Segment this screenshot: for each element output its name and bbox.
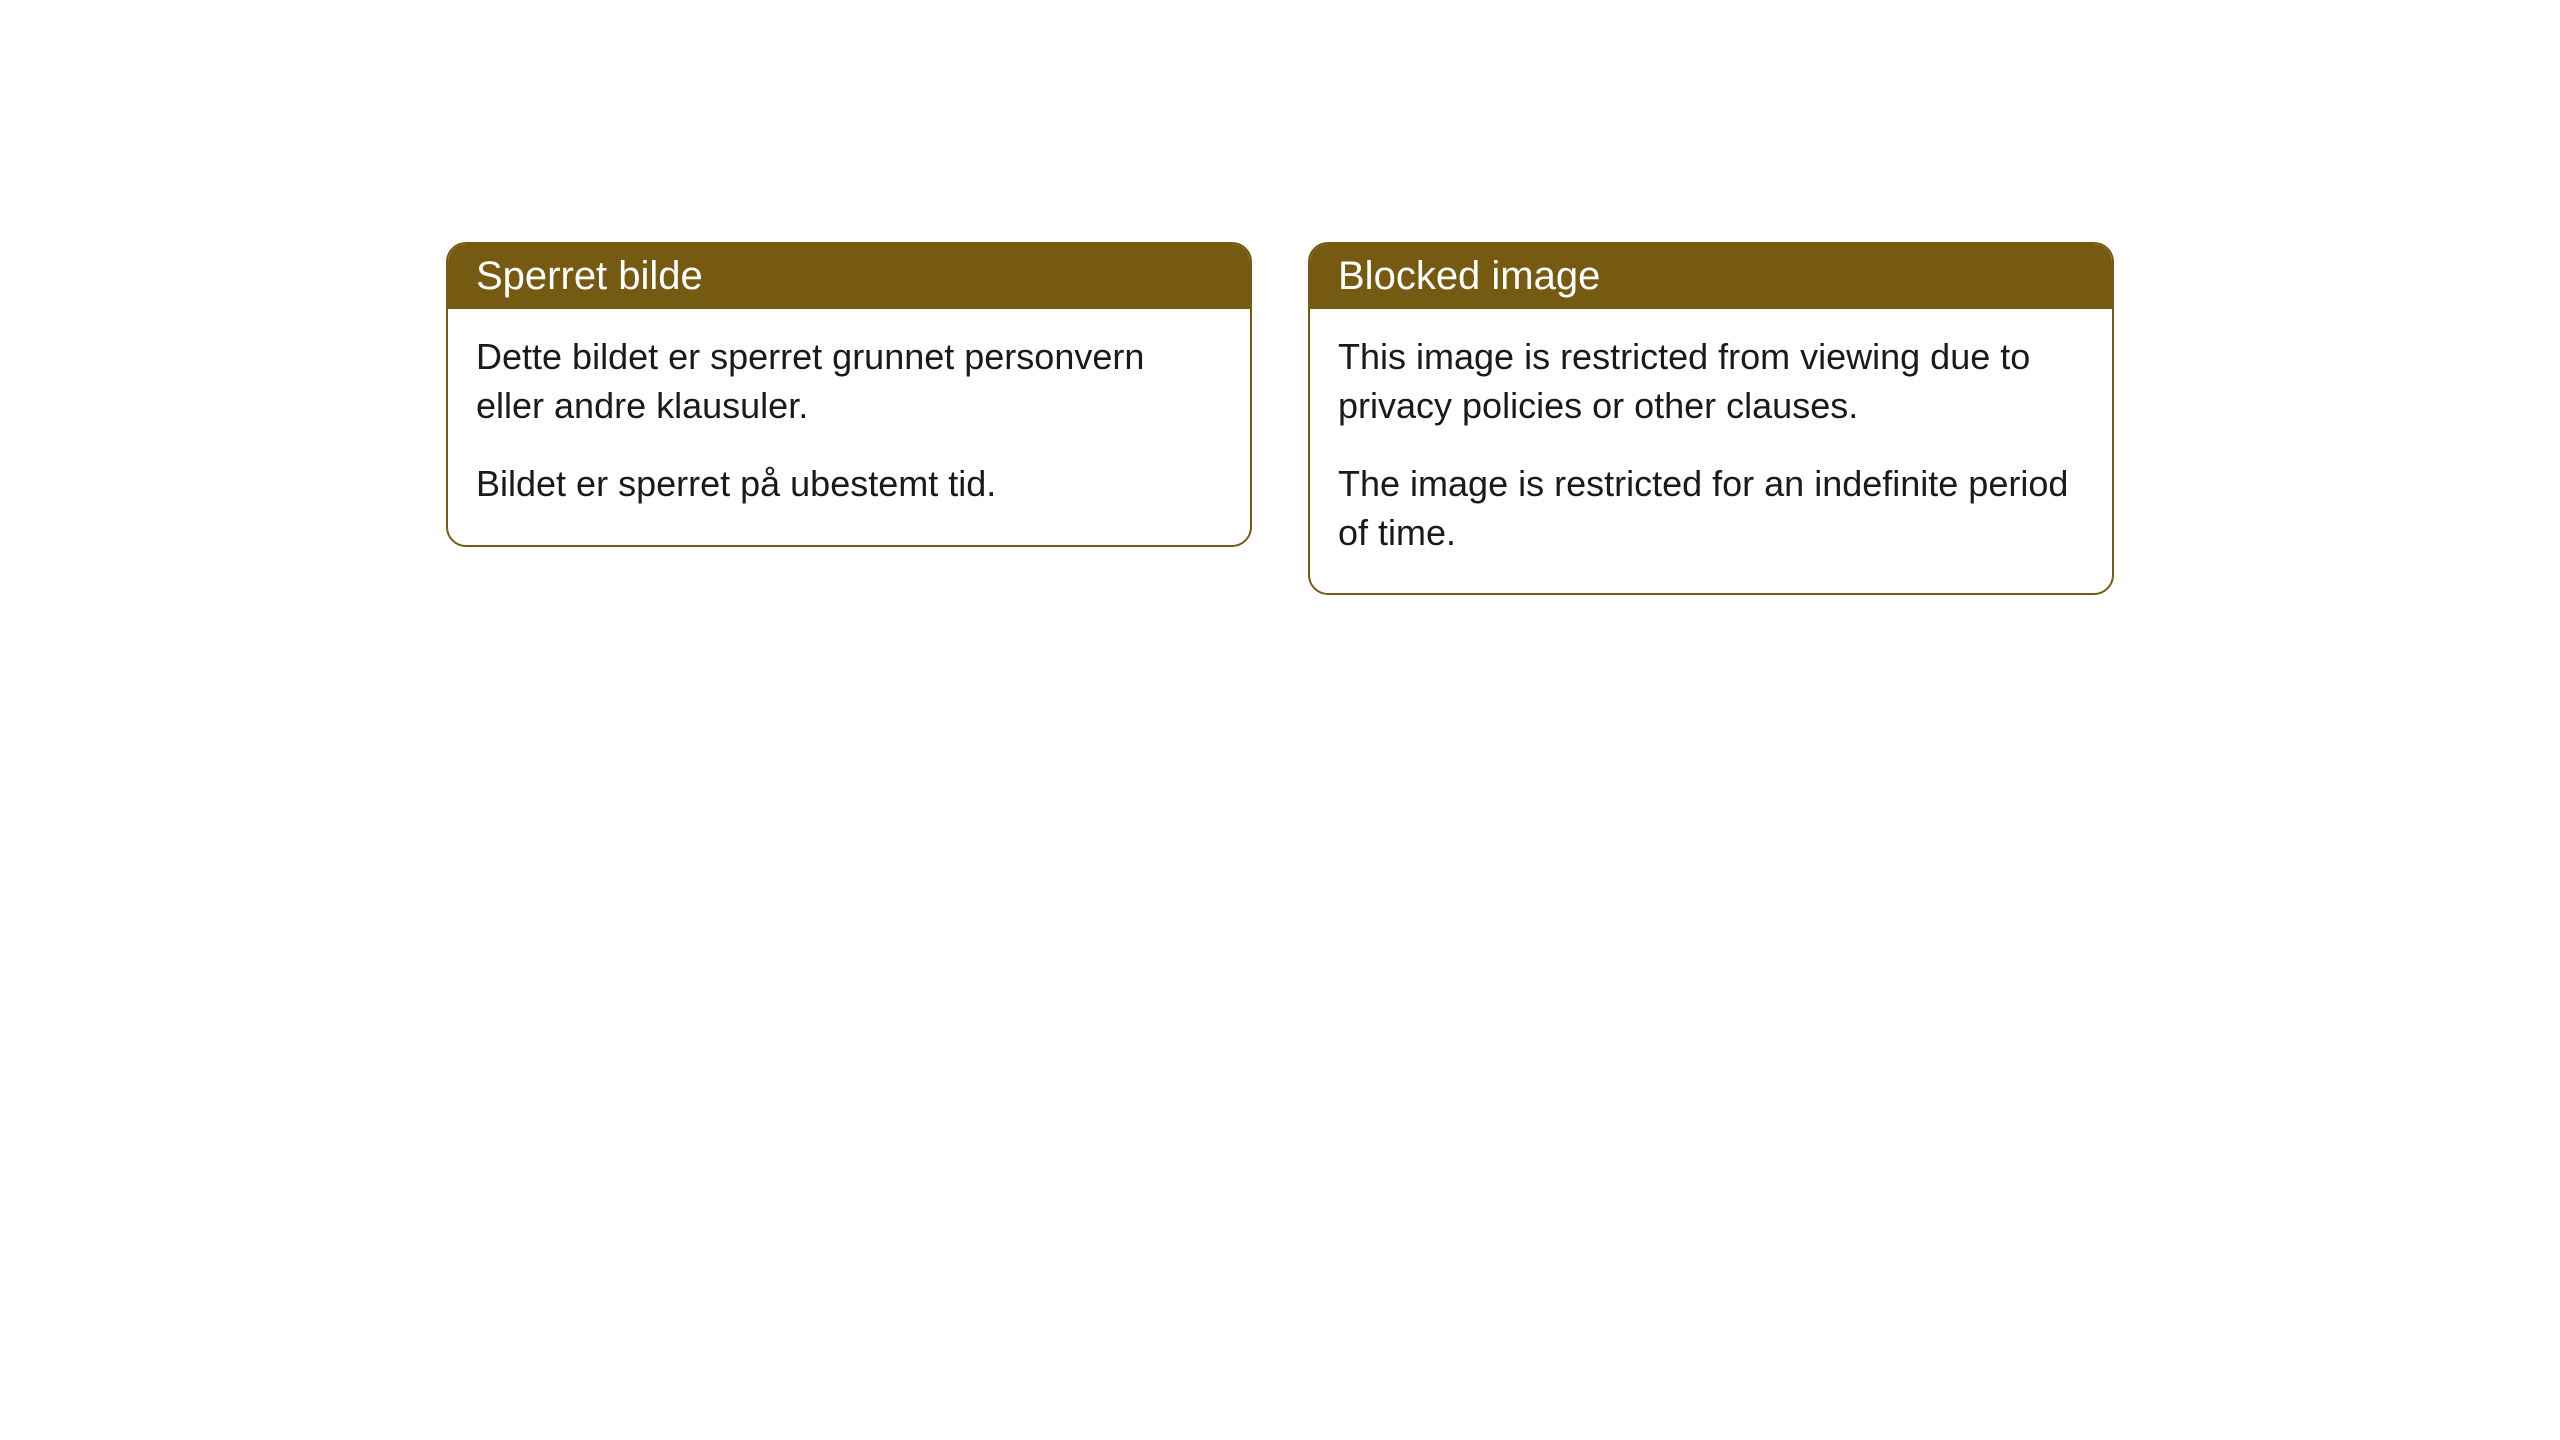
card-title-no: Sperret bilde xyxy=(448,244,1250,309)
card-body-no: Dette bildet er sperret grunnet personve… xyxy=(448,309,1250,545)
card-title-en: Blocked image xyxy=(1310,244,2112,309)
card-text-en-2: The image is restricted for an indefinit… xyxy=(1338,460,2084,557)
cards-container: Sperret bilde Dette bildet er sperret gr… xyxy=(446,242,2114,1440)
card-text-no-1: Dette bildet er sperret grunnet personve… xyxy=(476,333,1222,430)
card-text-no-2: Bildet er sperret på ubestemt tid. xyxy=(476,460,1222,509)
card-text-en-1: This image is restricted from viewing du… xyxy=(1338,333,2084,430)
card-body-en: This image is restricted from viewing du… xyxy=(1310,309,2112,593)
blocked-image-card-en: Blocked image This image is restricted f… xyxy=(1308,242,2114,595)
blocked-image-card-no: Sperret bilde Dette bildet er sperret gr… xyxy=(446,242,1252,547)
